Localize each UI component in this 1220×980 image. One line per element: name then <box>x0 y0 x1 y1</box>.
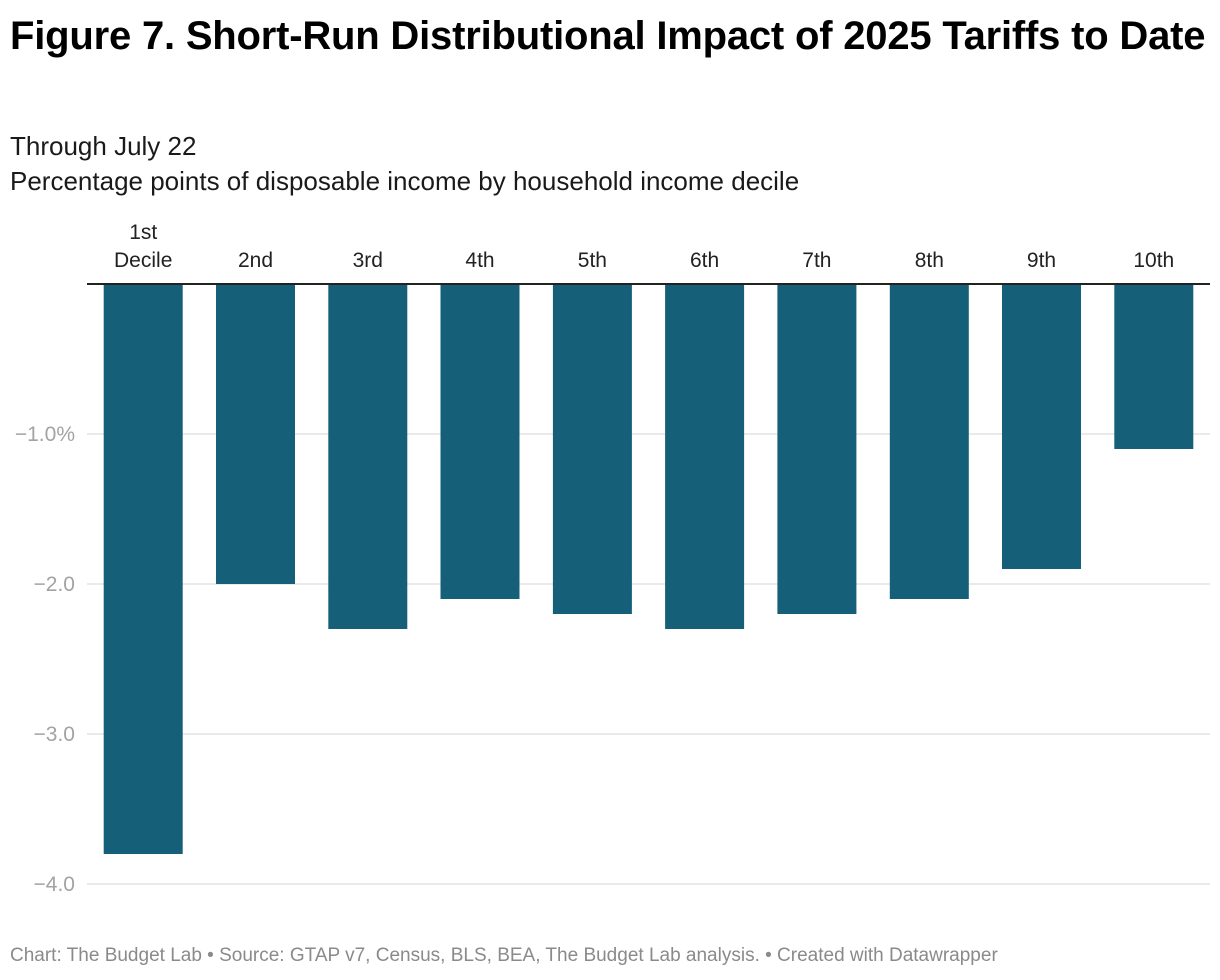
bar-8 <box>889 284 969 599</box>
bar-5 <box>552 284 632 614</box>
y-tick-label: −4.0 <box>34 873 75 896</box>
category-label: 5th <box>578 249 607 272</box>
category-label: 10th <box>1133 249 1174 272</box>
category-labels: 1st Decile 2nd 3rd 4th 5th 6th 7th 8th 9th 10th <box>114 221 1174 272</box>
chart-footer-credits: Chart: The Budget Lab • Source: GTAP v7,… <box>10 945 998 966</box>
y-tick-label: −3.0 <box>34 723 75 746</box>
bars <box>103 284 1194 854</box>
bar-7 <box>777 284 857 614</box>
category-label: 1st <box>129 221 157 244</box>
bar-6 <box>665 284 745 629</box>
chart-title: Figure 7. Short-Run Distributional Impac… <box>10 14 1206 58</box>
category-label: 7th <box>802 249 831 272</box>
category-label: 2nd <box>238 249 273 272</box>
category-label: Decile <box>114 249 172 272</box>
category-label: 6th <box>690 249 719 272</box>
bar-9 <box>1002 284 1081 569</box>
chart-subtitle: Through July 22 <box>10 131 197 161</box>
chart-description: Percentage points of disposable income b… <box>10 166 800 196</box>
category-label: 8th <box>915 249 944 272</box>
y-tick-label: −1.0% <box>15 423 75 446</box>
bar-4 <box>440 284 520 599</box>
y-tick-label: −2.0 <box>34 573 75 596</box>
bar-chart: 1st Decile 2nd 3rd 4th 5th 6th 7th 8th 9th 10th −1… <box>15 221 1210 896</box>
category-label: 4th <box>465 249 494 272</box>
bar-2 <box>216 284 295 584</box>
category-label: 3rd <box>353 249 383 272</box>
bar-1 <box>103 284 183 854</box>
bar-3 <box>328 284 408 629</box>
category-label: 9th <box>1027 249 1056 272</box>
y-axis-tick-labels: −1.0% −2.0 −3.0 −4.0 <box>15 423 75 896</box>
bar-10 <box>1114 284 1194 449</box>
